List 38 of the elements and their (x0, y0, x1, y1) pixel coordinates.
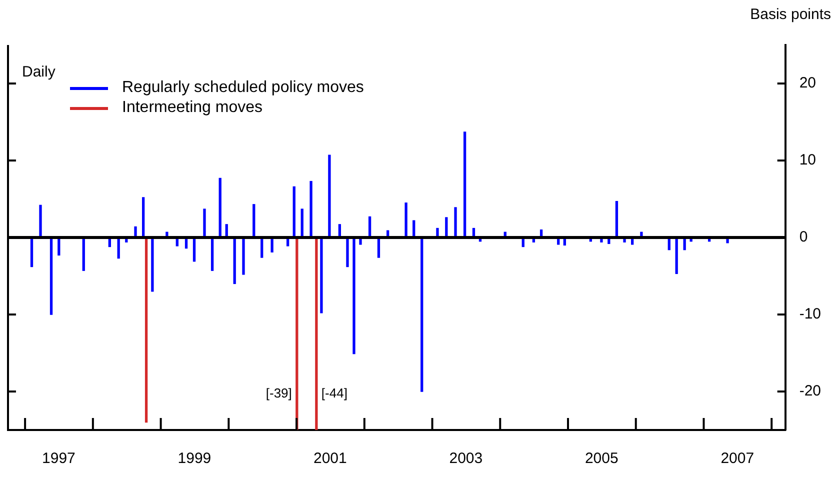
bar (310, 180, 312, 238)
y-tick-label: 20 (799, 74, 816, 92)
legend-label: Regularly scheduled policy moves (122, 78, 364, 98)
bar (233, 237, 236, 284)
legend-label: Intermeeting moves (122, 98, 263, 118)
bar (151, 237, 154, 292)
bar (203, 208, 206, 238)
bar (218, 178, 222, 238)
bar (292, 186, 296, 238)
bar (315, 237, 318, 430)
bar (328, 154, 331, 238)
y-axis-title: Basis points (750, 6, 831, 23)
bar (346, 237, 349, 268)
bar (352, 237, 356, 354)
annotation: Daily (22, 64, 56, 81)
y-tick-label: -10 (799, 306, 822, 323)
x-tick-label: 2001 (313, 450, 347, 468)
bar (50, 237, 53, 315)
y-tick-label: 10 (799, 152, 816, 169)
bar (420, 237, 424, 392)
y-tick-label: -20 (799, 382, 822, 400)
x-tick-label: 1999 (178, 450, 212, 468)
bar (144, 237, 148, 423)
annotation: [-44] (321, 386, 348, 401)
bar (454, 207, 457, 238)
bar (320, 237, 323, 314)
y-tick-label: 0 (799, 228, 808, 246)
bar (142, 197, 145, 238)
x-tick-label: 2003 (449, 450, 483, 468)
annotation: [-39] (266, 386, 292, 401)
bar (242, 237, 245, 275)
bar (463, 132, 466, 238)
bar (296, 237, 298, 430)
bar (39, 204, 42, 238)
x-tick-label: 2005 (584, 450, 618, 468)
x-tick-label: 2007 (720, 450, 754, 468)
x-tick-label: 1997 (42, 450, 76, 468)
bar (404, 202, 408, 238)
